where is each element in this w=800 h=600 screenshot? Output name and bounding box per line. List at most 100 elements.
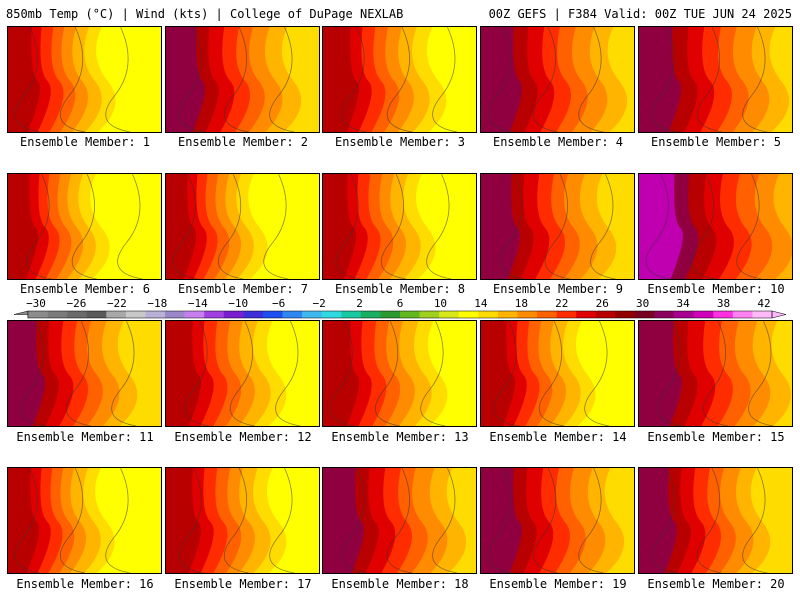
temperature-field-map xyxy=(481,27,634,132)
isoline xyxy=(20,321,46,426)
temperature-band xyxy=(8,27,41,132)
member-label: Ensemble Member: 2 xyxy=(177,135,309,149)
colorbar-segment xyxy=(380,311,401,318)
colorbar-segment xyxy=(732,311,753,318)
isoline xyxy=(742,468,768,573)
member-label: Ensemble Member: 16 xyxy=(16,577,154,591)
colorbar-segment xyxy=(517,311,538,318)
member-label: Ensemble Member: 9 xyxy=(492,282,624,296)
ensemble-map-panel xyxy=(322,320,477,427)
colorbar-segment xyxy=(282,311,303,318)
isoline xyxy=(380,174,406,279)
colorbar-segment xyxy=(223,311,244,318)
temperature-band xyxy=(639,468,677,573)
isoline xyxy=(60,27,86,132)
product-title: 850mb Temp (°C) | Wind (kts) | College o… xyxy=(6,7,404,21)
temperature-band xyxy=(166,468,202,573)
isoline xyxy=(651,468,677,573)
isoline xyxy=(14,468,40,573)
isoline xyxy=(14,27,40,132)
colorbar-segment xyxy=(713,311,734,318)
temperature-band xyxy=(481,321,516,426)
colorbar-segment xyxy=(125,311,146,318)
isoline xyxy=(26,174,52,279)
colorbar-tick-label: 2 xyxy=(356,297,363,310)
temperature-field-map xyxy=(166,27,319,132)
colorbar-tick-label: 14 xyxy=(474,297,488,310)
isoline xyxy=(223,468,249,573)
isoline xyxy=(578,468,604,573)
member-label: Ensemble Member: 7 xyxy=(177,282,309,296)
isoline xyxy=(533,468,559,573)
isoline xyxy=(748,321,774,426)
colorbar-segment xyxy=(47,311,68,318)
colorbar-segment xyxy=(478,311,499,318)
isoline xyxy=(184,321,210,426)
temperature-field-map xyxy=(481,468,634,573)
ensemble-map-panel xyxy=(638,467,793,574)
temperature-band xyxy=(323,468,364,573)
isoline xyxy=(111,321,137,426)
isoline xyxy=(341,468,367,573)
isoline xyxy=(386,27,412,132)
isoline xyxy=(386,468,412,573)
isoline xyxy=(172,174,198,279)
isoline xyxy=(651,27,677,132)
colorbar-tick-label: −30 xyxy=(26,297,46,310)
isoline xyxy=(71,174,97,279)
colorbar-tick-label: −6 xyxy=(272,297,285,310)
temperature-field-map xyxy=(166,468,319,573)
ensemble-map-panel xyxy=(7,26,162,133)
colorbar-segment xyxy=(654,311,675,318)
colorbar-segment xyxy=(341,311,362,318)
isoline xyxy=(275,321,301,426)
isoline xyxy=(499,174,525,279)
member-label: Ensemble Member: 19 xyxy=(489,577,627,591)
colorbar-segment xyxy=(537,311,557,318)
colorbar-segment xyxy=(400,311,420,318)
colorbar-segment xyxy=(576,311,597,318)
isoline xyxy=(218,174,244,279)
ensemble-map-panel xyxy=(7,320,162,427)
ensemble-map-panel xyxy=(638,320,793,427)
colorbar-tick-label: 10 xyxy=(434,297,447,310)
isoline xyxy=(584,321,610,426)
temperature-band xyxy=(166,27,205,132)
isoline xyxy=(375,321,401,426)
member-label: Ensemble Member: 4 xyxy=(492,135,624,149)
temperature-field-map xyxy=(481,174,634,279)
run-valid-time: 00Z GEFS | F384 Valid: 00Z TUE JUN 24 20… xyxy=(488,7,792,21)
temperature-band xyxy=(481,468,522,573)
member-label: Ensemble Member: 6 xyxy=(19,282,151,296)
colorbar-tick-label: −18 xyxy=(147,297,167,310)
colorbar-tick-label: 30 xyxy=(636,297,649,310)
colorbar-tick-label: 38 xyxy=(717,297,730,310)
colorbar-arrow-left xyxy=(14,310,29,318)
colorbar-segment xyxy=(86,311,107,318)
isoline xyxy=(178,468,204,573)
isoline xyxy=(229,321,255,426)
ensemble-map-panel xyxy=(480,320,635,427)
colorbar-segment xyxy=(634,311,655,318)
temperature-band xyxy=(8,468,40,573)
temperature-field-map xyxy=(323,174,476,279)
isoline xyxy=(590,174,616,279)
isoline xyxy=(645,174,671,279)
member-label: Ensemble Member: 18 xyxy=(331,577,469,591)
ensemble-map-panel xyxy=(322,467,477,574)
colorbar-tick-label: −14 xyxy=(188,297,208,310)
colorbar-segment xyxy=(752,311,773,318)
isoline xyxy=(578,27,604,132)
member-label: Ensemble Member: 10 xyxy=(647,282,785,296)
ensemble-map-panel xyxy=(165,320,320,427)
member-label: Ensemble Member: 14 xyxy=(489,430,627,444)
isoline xyxy=(105,27,131,132)
colorbar-segment xyxy=(360,311,381,318)
isoline xyxy=(60,468,86,573)
colorbar-tick-label: −26 xyxy=(67,297,87,310)
isoline xyxy=(105,468,131,573)
isoline xyxy=(269,27,295,132)
isoline xyxy=(533,27,559,132)
temperature-field-map xyxy=(166,174,319,279)
ensemble-map-panel xyxy=(7,467,162,574)
